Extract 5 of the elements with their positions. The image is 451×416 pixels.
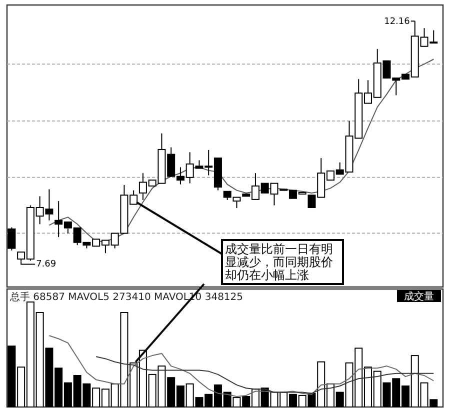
annotation: 12.16	[384, 17, 410, 28]
annotation: 成交量	[404, 290, 434, 302]
callout: 成交量比前一日有明显减少，而同期股价却仍在小幅上涨	[221, 239, 344, 285]
annotation: 成交量比前一日有明显减少，而同期股价却仍在小幅上涨	[225, 242, 333, 282]
annotation: 7.69	[36, 260, 56, 270]
